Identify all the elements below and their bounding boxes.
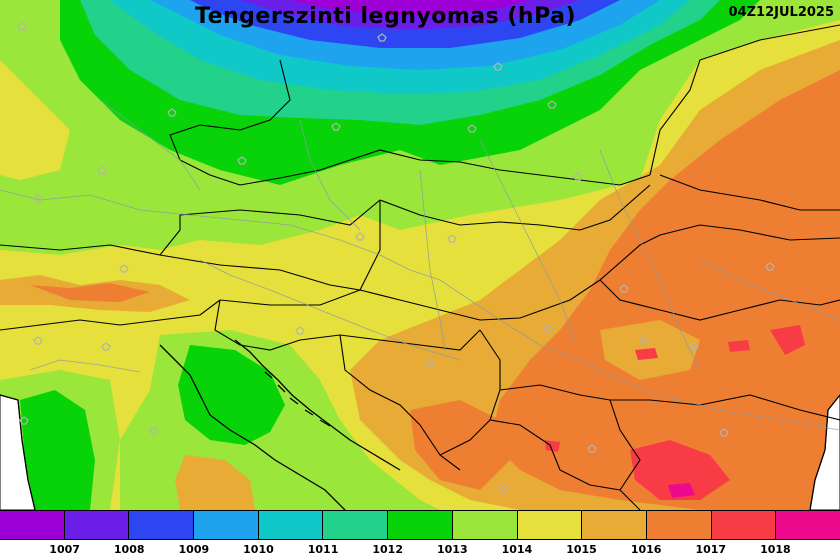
map-timestamp: 04Z12JUL2025 [728,5,834,20]
legend-swatch [582,511,647,539]
legend-tick-label: 1016 [630,543,662,556]
zone-1018 [630,440,730,500]
zone-1013-italy [178,345,285,445]
legend-tick-label: 1017 [695,543,727,556]
color-legend: 1007 1008 1009 1010 1011 1012 1013 1014 1015 1016… [0,510,840,560]
legend-tick-label: 1012 [372,543,403,556]
zone-1018-east [770,325,805,355]
legend-color-bar [0,510,840,540]
legend-tick-label: 1011 [307,543,339,556]
zone-1018-spot [728,340,750,352]
legend-swatch [194,511,259,539]
legend-swatch [776,511,840,539]
zone-1007 [290,0,530,15]
legend-tick-label: 1008 [113,543,145,556]
city-markers [17,22,775,493]
legend-swatch [517,511,583,539]
pressure-field [0,0,840,510]
legend-swatch [452,511,518,539]
coastlines [0,339,840,510]
zone-1016-italy-south [175,455,255,510]
legend-swatch [646,511,712,539]
map-title: Tengerszinti legnyomas (hPa) [195,4,577,29]
pressure-map: Tengerszinti legnyomas (hPa) 04Z12JUL202… [0,0,840,510]
zone-1018-south [545,440,560,452]
legend-tick-label: 1009 [178,543,210,556]
country-borders [0,24,840,510]
legend-swatch [388,511,453,539]
legend-swatch [0,511,65,539]
zone-1017-alps [30,283,150,302]
legend-tick-label: 1014 [501,543,533,556]
zone-1015-northwest [0,60,70,180]
legend-swatch [129,511,195,539]
rivers [0,99,840,431]
legend-swatch [711,511,777,539]
legend-tick-label: 1007 [49,543,80,556]
legend-swatch [258,511,324,539]
zone-1013-west [20,390,95,510]
zone-1018-small [635,348,658,360]
legend-swatch [323,511,389,539]
zone-1017 [490,70,840,510]
legend-tick-label: 1010 [243,543,274,556]
legend-tick-label: 1018 [760,543,791,556]
legend-tick-label: 1013 [436,543,468,556]
zone-1019 [668,483,695,498]
legend-tick-label: 1015 [566,543,597,556]
legend-swatch [64,511,130,539]
